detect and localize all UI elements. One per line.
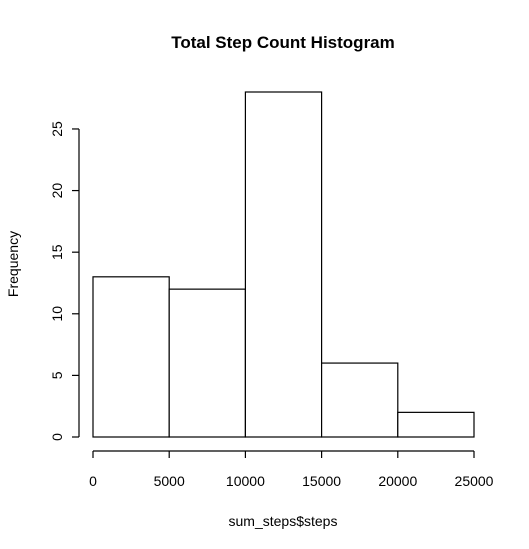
histogram-bar-3 <box>321 362 399 438</box>
y-tick-label-1: 5 <box>49 371 65 379</box>
x-axis-label: sum_steps$steps <box>229 513 338 529</box>
x-axis: 0 5000 10000 15000 20000 25000 <box>89 450 494 489</box>
y-axis: 0 5 10 15 20 25 <box>49 121 80 441</box>
y-tick-label-3: 15 <box>49 244 65 260</box>
y-tick-label-4: 20 <box>49 183 65 199</box>
x-tick-label-2: 10000 <box>226 473 265 489</box>
y-tick-label-2: 10 <box>49 306 65 322</box>
x-tick-label-1: 5000 <box>154 473 185 489</box>
bars-group <box>92 91 475 438</box>
histogram-bar-1 <box>168 288 246 438</box>
x-tick-label-0: 0 <box>89 473 97 489</box>
histogram-bar-4 <box>397 411 475 438</box>
x-tick-label-5: 25000 <box>455 473 494 489</box>
chart-title: Total Step Count Histogram <box>171 33 395 52</box>
histogram-bar-0 <box>92 276 170 438</box>
y-tick-label-5: 25 <box>49 121 65 137</box>
histogram-bar-2 <box>244 91 323 438</box>
y-tick-label-0: 0 <box>49 433 65 441</box>
x-tick-label-4: 20000 <box>378 473 417 489</box>
x-tick-label-3: 15000 <box>302 473 341 489</box>
y-axis-label: Frequency <box>5 231 21 297</box>
